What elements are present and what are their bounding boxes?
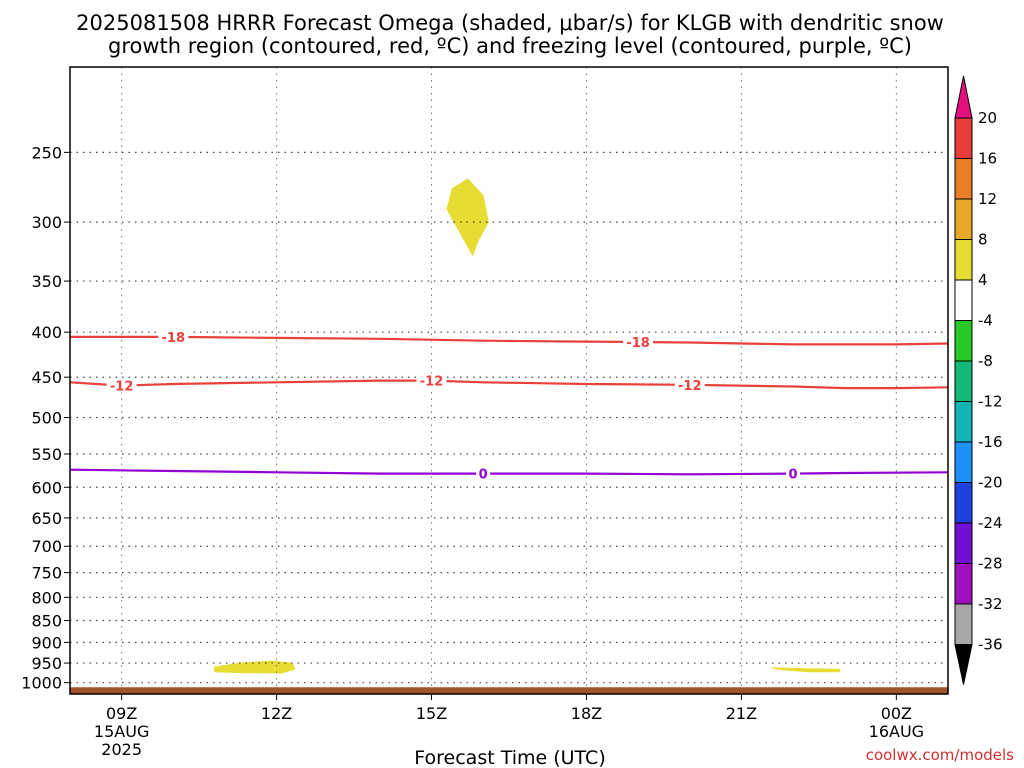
- plot-area: -18 -18 -12 -12 -12 0 0 250 300 350 400 450 500 550 60…: [21, 66, 949, 759]
- colorbar-tick-label: 4: [978, 271, 988, 289]
- contour-label-background: [476, 466, 491, 481]
- x-tick-label: 21Z: [726, 704, 757, 723]
- colorbar-segment: [954, 117, 973, 159]
- credit-text: coolwx.com/models: [866, 746, 1014, 764]
- contour-label-background: [623, 335, 654, 350]
- x-axis-label: Forecast Time (UTC): [414, 747, 605, 768]
- colorbar-segment: [954, 279, 973, 321]
- colorbar-tick-label: -12: [978, 393, 1003, 411]
- colorbar-tick-label: 12: [978, 190, 997, 208]
- contour-label-background: [106, 378, 137, 393]
- colorbar-tick-label: 20: [978, 109, 997, 127]
- y-tick-label: 650: [31, 509, 62, 528]
- contour-line: [69, 379, 949, 390]
- plot-background: [70, 67, 948, 694]
- y-tick-label: 850: [31, 612, 62, 631]
- y-tick-label: 800: [31, 588, 62, 607]
- y-tick-label: 500: [31, 409, 62, 428]
- omega-shaded-region: [214, 660, 296, 674]
- y-tick-label: 900: [31, 633, 62, 652]
- x-tick-year-label: 2025: [101, 740, 142, 759]
- colorbar-tick-label: -4: [978, 312, 993, 330]
- y-tick-label: 700: [31, 537, 62, 556]
- colorbar-tick-label: -8: [978, 352, 993, 370]
- y-tick-label: 1000: [21, 674, 62, 693]
- x-tick-label: 09Z: [106, 704, 137, 723]
- plot-frame: [69, 66, 949, 695]
- contour-label: 0: [479, 468, 488, 483]
- contour-label: -12: [110, 380, 134, 395]
- colorbar-segment: [954, 563, 973, 605]
- omega-shaded-region: [771, 667, 840, 673]
- contour-label-background: [786, 466, 801, 481]
- colorbar-segment: [954, 198, 973, 240]
- x-tick-date-label: 15AUG: [94, 722, 149, 741]
- colorbar-tick-label: -24: [978, 514, 1003, 532]
- colorbar-tick-label: -20: [978, 474, 1003, 492]
- chart-title-line2: growth region (contoured, red, ºC) and f…: [108, 34, 912, 58]
- colorbar-tick-label: -36: [978, 636, 1003, 654]
- x-tick-date-label: 16AUG: [869, 722, 924, 741]
- y-tick-label: 250: [31, 143, 62, 162]
- contour-line: [69, 468, 949, 476]
- colorbar-bottom-arrow: [954, 644, 973, 685]
- contour-label-background: [158, 329, 189, 344]
- colorbar: 20 16 12 8 4 -4 -8 -12 -16 -20 -24 -28 -32 -36: [954, 75, 1003, 685]
- contour-label: -12: [678, 379, 702, 394]
- y-tick-label: 750: [31, 564, 62, 583]
- colorbar-tick-label: -28: [978, 555, 1003, 573]
- colorbar-segment: [954, 522, 973, 564]
- contour-label: -18: [162, 331, 186, 346]
- chart-title-line1: 2025081508 HRRR Forecast Omega (shaded, …: [76, 11, 944, 35]
- contour-line: [70, 335, 949, 346]
- colorbar-top-arrow: [954, 75, 973, 119]
- contour-label-background: [416, 373, 447, 388]
- x-tick-label: 00Z: [881, 704, 912, 723]
- contour-label: 0: [789, 468, 798, 483]
- colorbar-tick-label: -16: [978, 433, 1003, 451]
- y-tick-label: 300: [31, 213, 62, 232]
- colorbar-segment: [954, 482, 973, 524]
- colorbar-segment: [954, 158, 973, 200]
- y-tick-label: 450: [31, 368, 62, 387]
- y-tick-label: 400: [31, 323, 62, 342]
- y-tick-label: 550: [31, 445, 62, 464]
- contour-label: -18: [626, 336, 650, 351]
- colorbar-segment: [954, 360, 973, 402]
- omega-shaded-region: [446, 178, 489, 256]
- colorbar-tick-label: 16: [978, 150, 997, 168]
- colorbar-tick-label: 8: [978, 231, 988, 249]
- contour-label: -12: [420, 375, 444, 390]
- colorbar-segment: [954, 441, 973, 483]
- y-tick-label: 600: [31, 478, 62, 497]
- colorbar-segment: [954, 603, 973, 645]
- colorbar-segment: [954, 401, 973, 443]
- y-tick-label: 350: [31, 272, 62, 291]
- colorbar-segment: [954, 239, 973, 281]
- x-tick-label: 12Z: [261, 704, 292, 723]
- colorbar-tick-label: -32: [978, 595, 1003, 613]
- x-tick-label: 18Z: [571, 704, 602, 723]
- surface-band: [70, 687, 948, 694]
- colorbar-segment: [954, 320, 973, 362]
- contour-label-background: [674, 377, 705, 392]
- y-tick-label: 950: [31, 654, 62, 673]
- x-tick-label: 15Z: [416, 704, 447, 723]
